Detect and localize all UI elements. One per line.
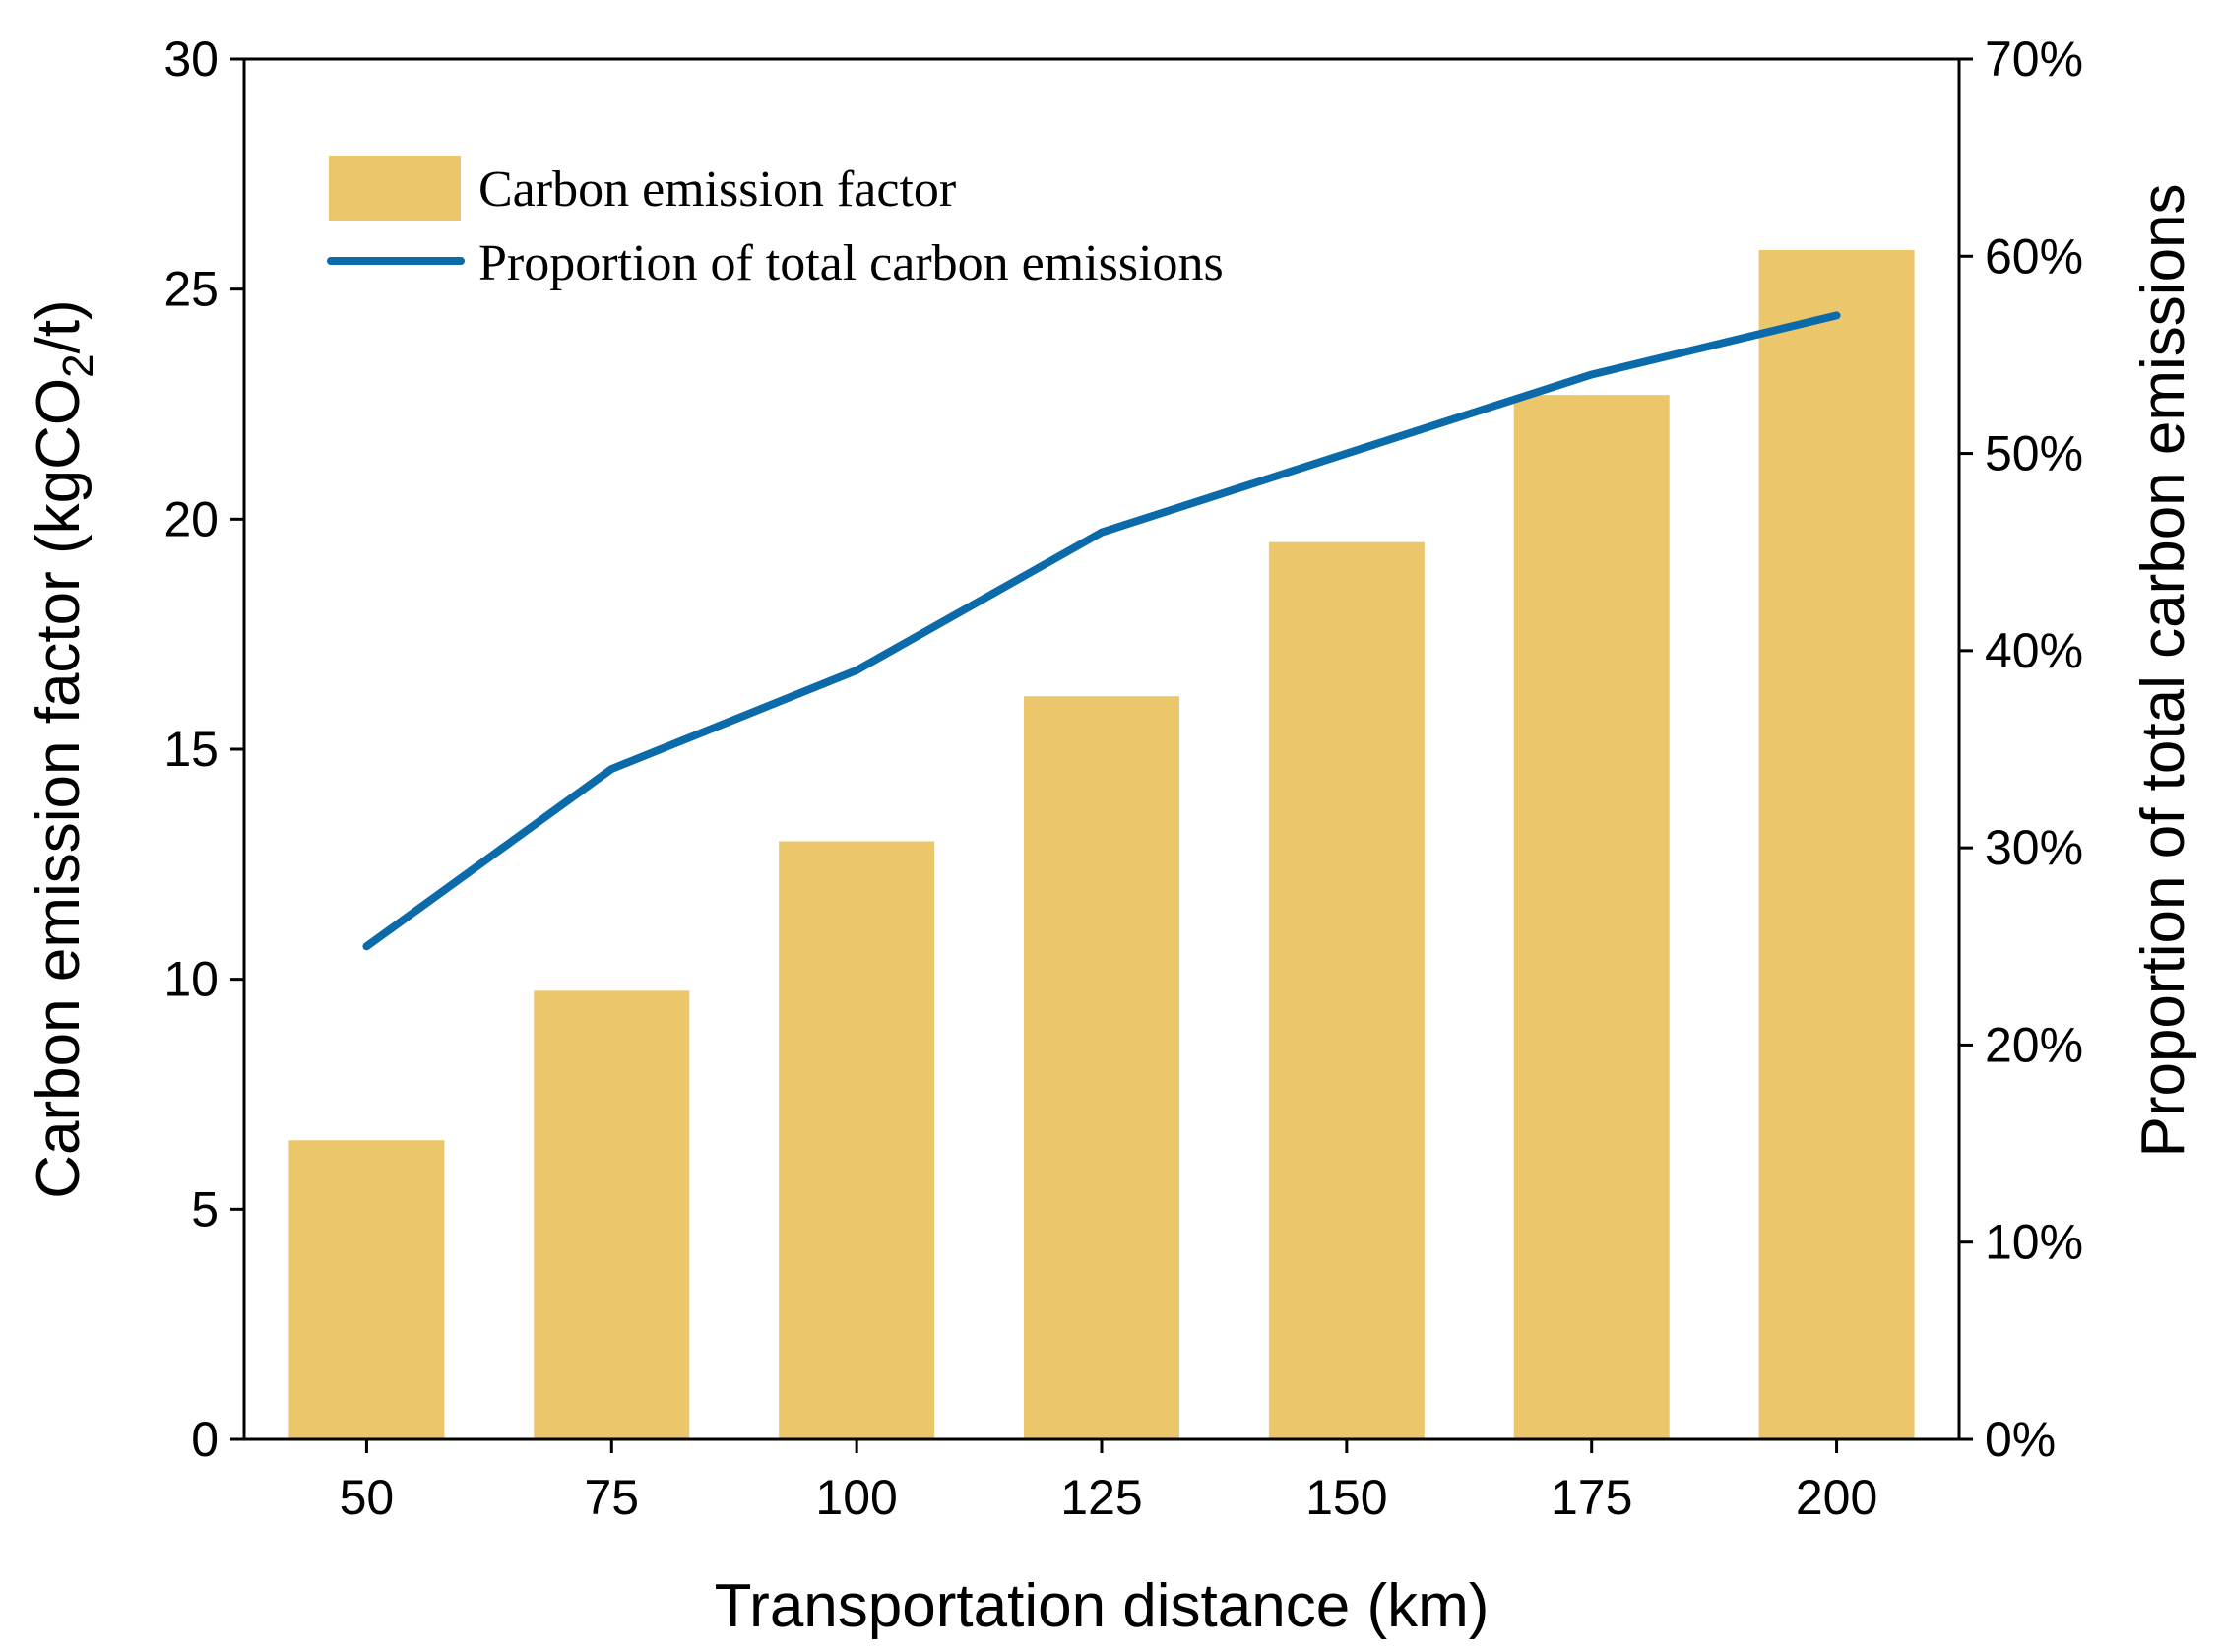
right-tick-label: 20%: [1985, 1017, 2083, 1072]
right-tick-label: 40%: [1985, 623, 2083, 678]
left-axis-title-sub: 2: [54, 353, 102, 377]
left-axis-title-post: /t): [25, 299, 93, 353]
left-tick-label: 20: [163, 491, 219, 546]
left-tick-label: 25: [163, 262, 219, 317]
x-tick-label: 150: [1305, 1470, 1387, 1525]
bar-125: [1024, 696, 1179, 1439]
right-axis-title: Proportion of total carbon emissions: [2129, 183, 2197, 1157]
left-tick-label: 5: [191, 1181, 219, 1237]
bar-200: [1758, 249, 1915, 1439]
right-tick-label: 60%: [1985, 228, 2083, 284]
bar-50: [288, 1140, 445, 1439]
x-tick-label: 175: [1551, 1470, 1632, 1525]
right-axis: 0% 10% 20% 30% 40% 50% 60% 70%: [1959, 32, 2083, 1467]
left-tick-label: 30: [163, 32, 219, 87]
right-tick-label: 30%: [1985, 820, 2083, 875]
left-tick-label: 15: [163, 722, 219, 777]
bar-175: [1513, 395, 1670, 1439]
line-layer: [362, 311, 1841, 951]
right-tick-label: 50%: [1985, 426, 2083, 481]
bars-layer: [288, 249, 1915, 1439]
left-tick-label: 10: [163, 952, 219, 1007]
x-tick-label: 75: [584, 1470, 639, 1525]
x-tick-label: 100: [815, 1470, 897, 1525]
bar-150: [1268, 541, 1425, 1439]
x-axis-title: Transportation distance (km): [715, 1572, 1490, 1640]
right-tick-label: 70%: [1985, 32, 2083, 87]
left-axis-title-pre: Carbon emission factor (kgCO: [25, 378, 93, 1199]
x-tick-label: 125: [1060, 1470, 1142, 1525]
legend-bar-swatch: [329, 156, 461, 221]
bar-75: [534, 990, 690, 1439]
left-axis: 0 5 10 15 20 25 30: [163, 32, 244, 1467]
legend: Carbon emission factor Proportion of tot…: [327, 156, 1224, 291]
x-tick-label: 50: [340, 1470, 395, 1525]
bar-100: [779, 841, 935, 1439]
right-tick-label: 0%: [1985, 1412, 2056, 1467]
x-tick-label: 200: [1796, 1470, 1877, 1525]
legend-bar-label: Carbon emission factor: [478, 161, 956, 218]
x-axis: 50 75 100 125 150 175 200: [340, 1439, 1877, 1525]
legend-line-label: Proportion of total carbon emissions: [478, 235, 1224, 291]
right-tick-label: 10%: [1985, 1215, 2083, 1270]
left-axis-title: Carbon emission factor (kgCO2/t): [25, 299, 102, 1198]
left-tick-label: 0: [191, 1412, 219, 1467]
